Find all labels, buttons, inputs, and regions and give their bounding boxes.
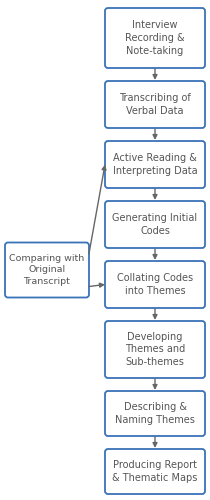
Text: Transcribing of
Verbal Data: Transcribing of Verbal Data [119, 93, 191, 116]
FancyBboxPatch shape [105, 141, 205, 188]
FancyBboxPatch shape [105, 201, 205, 248]
Text: Producing Report
& Thematic Maps: Producing Report & Thematic Maps [112, 460, 198, 483]
Text: Interview
Recording &
Note-taking: Interview Recording & Note-taking [125, 20, 185, 56]
FancyBboxPatch shape [105, 8, 205, 68]
FancyBboxPatch shape [105, 321, 205, 378]
FancyBboxPatch shape [5, 242, 89, 298]
Text: Active Reading &
Interpreting Data: Active Reading & Interpreting Data [113, 153, 197, 176]
FancyBboxPatch shape [105, 81, 205, 128]
Text: Generating Initial
Codes: Generating Initial Codes [112, 213, 198, 236]
FancyBboxPatch shape [105, 449, 205, 494]
Text: Describing &
Naming Themes: Describing & Naming Themes [115, 402, 195, 425]
Text: Developing
Themes and
Sub-themes: Developing Themes and Sub-themes [125, 332, 185, 368]
FancyBboxPatch shape [105, 391, 205, 436]
Text: Comparing with
Original
Transcript: Comparing with Original Transcript [9, 254, 85, 286]
FancyBboxPatch shape [105, 261, 205, 308]
Text: Collating Codes
into Themes: Collating Codes into Themes [117, 273, 193, 296]
